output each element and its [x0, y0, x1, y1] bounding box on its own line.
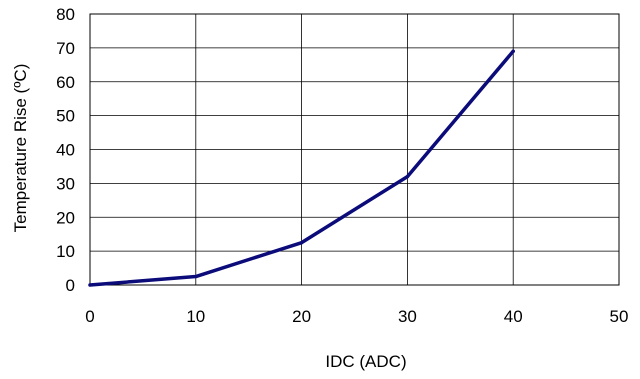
y-tick-label-50: 50: [56, 107, 75, 126]
y-tick-label-60: 60: [56, 73, 75, 92]
data-point-0-0: [88, 283, 92, 287]
y-tick-label-30: 30: [56, 174, 75, 193]
data-point-0-1: [194, 274, 198, 279]
grid: [89, 13, 620, 286]
data-point-0-4: [511, 49, 515, 53]
tick-labels: 0 10 20 30 40 50 60 70 80 0 10 20 30 40 50: [56, 5, 628, 326]
plot-frame: [89, 13, 620, 286]
plot-border: [89, 13, 620, 286]
x-tick-label-0: 0: [85, 307, 94, 326]
x-tick-label-20: 20: [292, 307, 311, 326]
data-point-0-2: [300, 241, 304, 245]
x-axis-title: IDC (ADC): [325, 352, 406, 371]
y-axis-title: Temperature Rise (ºC): [11, 64, 30, 233]
y-tick-label-80: 80: [56, 5, 75, 24]
y-tick-label-0: 0: [66, 276, 75, 295]
x-tick-label-50: 50: [610, 307, 629, 326]
y-tick-label-70: 70: [56, 39, 75, 58]
x-tick-label-30: 30: [398, 307, 417, 326]
x-tick-label-40: 40: [504, 307, 523, 326]
y-tick-label-20: 20: [56, 208, 75, 227]
data-point-0-3: [405, 175, 409, 179]
x-tick-label-10: 10: [186, 307, 205, 326]
y-tick-label-10: 10: [56, 242, 75, 261]
y-tick-label-40: 40: [56, 141, 75, 160]
series-layer: [88, 49, 515, 287]
